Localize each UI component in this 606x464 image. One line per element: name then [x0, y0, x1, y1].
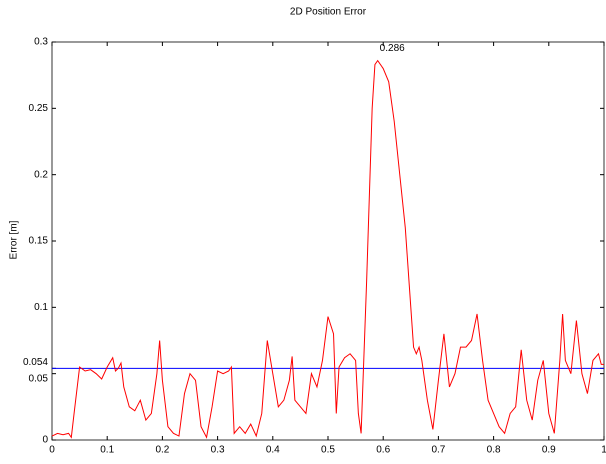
chart-title: 2D Position Error [290, 7, 367, 18]
x-tick-label: 1 [601, 445, 606, 456]
x-tick-label: 0.6 [376, 445, 390, 456]
x-tick-label: 0.3 [211, 445, 225, 456]
x-tick-label: 0.5 [321, 445, 335, 456]
x-tick-label: 0.2 [155, 445, 169, 456]
x-tick-label: 0.9 [542, 445, 556, 456]
x-tick-label: 0.1 [100, 445, 114, 456]
y-tick-label: 0.054 [23, 357, 48, 368]
data-line [51, 59, 604, 439]
x-tick-label: 0 [49, 445, 55, 456]
x-tick-label: 0.8 [487, 445, 501, 456]
x-tick-label: 0.7 [431, 445, 445, 456]
y-tick-label: 0.1 [34, 302, 48, 313]
y-tick-label: 0 [42, 435, 48, 446]
x-tick-label: 0.4 [266, 445, 280, 456]
y-tick-label: 0.2 [34, 169, 48, 180]
y-tick-label: 0.3 [34, 37, 48, 48]
y-tick-label: 0.15 [29, 236, 49, 247]
y-tick-label: 0.25 [29, 103, 49, 114]
y-axis-label: Error [m] [9, 220, 20, 259]
peak-label: 0.286 [380, 43, 405, 54]
y-tick-label: 0.05 [29, 373, 49, 384]
plot-area [51, 41, 605, 441]
